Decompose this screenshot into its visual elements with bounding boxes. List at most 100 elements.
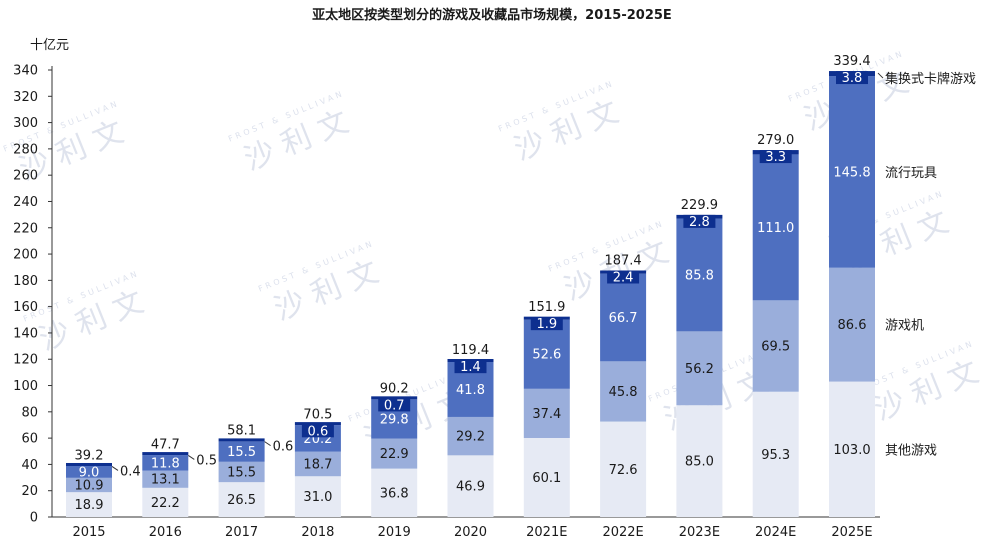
bar-segment (523, 388, 570, 438)
label-leader-line (264, 441, 271, 447)
x-tick-label: 2016 (149, 525, 182, 540)
segment-label-box (301, 424, 334, 438)
bar-stack: 22.2 13.1 11.8 0.5 47.7 (142, 437, 217, 517)
segment-label: 69.5 (761, 340, 790, 355)
segment-label: 145.8 (833, 165, 870, 180)
total-label: 70.5 (303, 407, 332, 422)
segment-label: 52.6 (532, 348, 561, 363)
segment-label: 86.6 (838, 318, 867, 333)
segment-label: 36.8 (380, 486, 409, 501)
y-tick-label: 340 (13, 64, 38, 79)
segment-label: 29.8 (380, 412, 409, 427)
segment-label: 18.7 (303, 457, 332, 472)
bar-segment (752, 300, 799, 392)
legend-entry: 集换式卡牌游戏 (885, 71, 976, 87)
segment-label: 31.0 (303, 490, 332, 505)
segment-label: 37.4 (532, 407, 561, 422)
y-tick-label: 220 (13, 221, 38, 236)
segment-label: 2.8 (689, 215, 710, 230)
bar-stack: 18.9 10.99.0 0.4 39.2 (66, 448, 141, 517)
bar-segment (294, 451, 341, 477)
total-label: 151.9 (528, 300, 565, 315)
bar-segment (142, 487, 189, 517)
y-tick-label: 260 (13, 169, 38, 184)
x-tick-label: 2019 (378, 525, 411, 540)
segment-label: 29.2 (456, 430, 485, 445)
bar-segment (447, 416, 494, 456)
bar-stack: 85.0 56.2 85.8 2.8 229.9 (676, 198, 723, 517)
label-leader-line (111, 466, 119, 471)
x-tick-label: 2020 (454, 525, 487, 540)
legend-leader-line (877, 72, 884, 79)
bar-segment (218, 441, 265, 462)
segment-label: 26.5 (227, 493, 256, 508)
chart-title: 亚太地区按类型划分的游戏及收藏品市场规模，2015-2025E (312, 7, 672, 23)
bar-segment (523, 437, 570, 517)
segment-label: 72.6 (609, 463, 638, 478)
y-tick-label: 80 (21, 405, 38, 420)
y-tick-label: 20 (21, 484, 38, 499)
x-tick-label: 2015 (72, 525, 105, 540)
total-label: 58.1 (227, 424, 256, 439)
segment-label: 66.7 (609, 311, 638, 326)
bar-segment (142, 452, 189, 456)
segment-label: 95.3 (761, 448, 790, 463)
segment-label: 13.1 (151, 473, 180, 488)
bar-segment (676, 331, 723, 406)
bar-stack: 103.0 86.6 145.8 3.8 339.4 (829, 54, 875, 517)
bar-stack: 36.8 22.9 29.80.7 90.2 (371, 381, 418, 517)
segment-label: 15.5 (227, 465, 256, 480)
y-tick-label: 200 (13, 248, 38, 263)
total-label: 47.7 (151, 437, 180, 452)
y-tick-label: 180 (13, 274, 38, 289)
segment-label: 85.8 (685, 268, 714, 283)
y-tick-label: 40 (21, 458, 38, 473)
bar-segment (600, 361, 647, 422)
x-tick-label: 2023E (679, 525, 720, 540)
segment-label: 15.5 (227, 445, 256, 460)
bar-segment (829, 381, 875, 517)
total-label: 279.0 (757, 133, 794, 148)
segment-label-box (607, 270, 640, 284)
bar-segment (66, 477, 112, 493)
total-label: 229.9 (681, 198, 718, 213)
bar-segment (294, 422, 341, 426)
segment-label: 18.9 (75, 498, 104, 513)
bar-stack: 31.018.720.20.670.5 (294, 407, 341, 517)
segment-label-box (454, 360, 487, 374)
total-label: 187.4 (604, 253, 641, 268)
bar-segment (752, 391, 799, 517)
bars: 18.9 10.99.0 0.4 39.2 22.2 13.1 11.8 0.5 47.7 26.… (66, 54, 875, 517)
label-leader-line (188, 455, 195, 460)
segment-label: 41.8 (456, 383, 485, 398)
bar-segment (218, 438, 265, 442)
segment-label: 2.4 (613, 270, 634, 285)
y-tick-label: 240 (13, 195, 38, 210)
y-axis-unit: 十亿元 (30, 38, 69, 53)
x-tick-label: 2017 (225, 525, 258, 540)
bar-segment (829, 76, 875, 268)
segment-label-box (378, 398, 411, 412)
segment-label: 0.4 (120, 464, 141, 479)
x-tick-label: 2024E (755, 525, 796, 540)
bar-segment (523, 319, 570, 389)
total-label: 90.2 (380, 381, 409, 396)
bar-segment (829, 267, 875, 382)
segment-label-box (759, 150, 792, 164)
bar-segment (752, 154, 799, 301)
bar-segment (676, 405, 723, 517)
x-tick-label: 2021E (526, 525, 567, 540)
segment-label: 85.0 (685, 455, 714, 470)
segment-label-box (683, 214, 716, 228)
segment-label: 111.0 (757, 221, 794, 236)
segment-label: 45.8 (609, 385, 638, 400)
bar-segment (676, 218, 723, 332)
bar-segment (447, 455, 494, 517)
bar-segment (600, 273, 647, 362)
